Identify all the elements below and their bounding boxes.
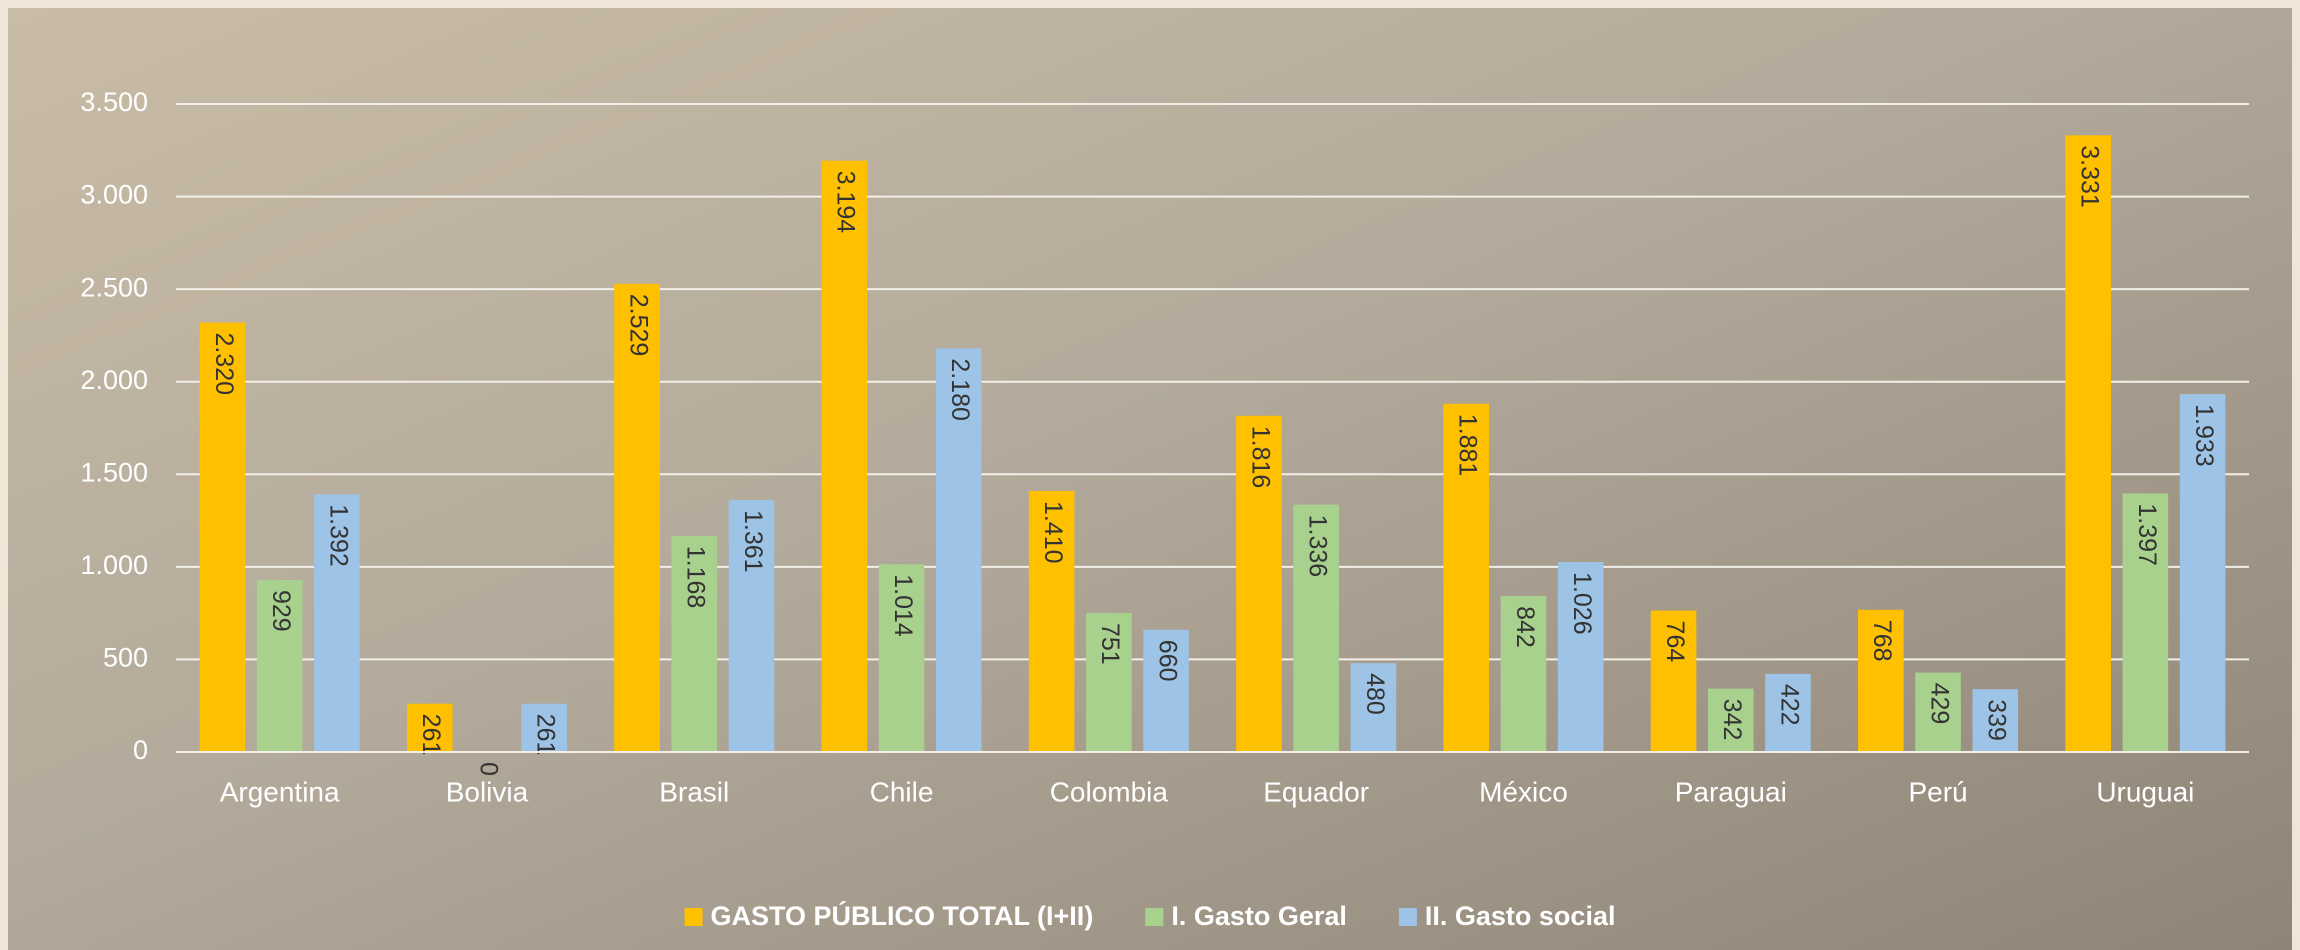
value-label: 1.816 <box>1246 426 1274 489</box>
value-label: 1.014 <box>889 574 917 637</box>
y-tick-label: 3.500 <box>80 87 148 117</box>
x-tick-label: Chile <box>870 776 934 807</box>
value-label: 929 <box>267 590 295 632</box>
y-tick-label: 1.000 <box>80 550 148 580</box>
x-tick-label: Argentina <box>220 776 340 807</box>
value-label: 1.361 <box>739 510 767 573</box>
legend-label: I. Gasto Geral <box>1171 901 1347 931</box>
value-label: 339 <box>1983 699 2011 741</box>
value-label: 842 <box>1511 606 1539 648</box>
legend-swatch <box>1399 908 1417 926</box>
value-label: 660 <box>1153 640 1181 682</box>
page: 0 500 1.000 1.500 2.000 2.500 3.000 3.500 Argent… <box>0 0 2300 950</box>
value-label: 1.933 <box>2190 404 2218 467</box>
legend-swatch <box>1145 908 1163 926</box>
value-label: 1.336 <box>1304 515 1332 578</box>
y-tick-label: 1.500 <box>80 457 148 487</box>
y-tick-label: 3.000 <box>80 180 148 210</box>
x-tick-label: Uruguai <box>2096 776 2194 807</box>
x-tick-label: Paraguai <box>1675 776 1787 807</box>
value-label: 3.194 <box>832 171 860 234</box>
value-label: 261 <box>417 714 445 756</box>
value-label: 1.168 <box>682 546 710 609</box>
x-tick-label: Equador <box>1263 776 1369 807</box>
plot-background <box>8 8 2292 950</box>
bar <box>2065 135 2111 752</box>
legend-label: GASTO PÚBLICO TOTAL (I+II) <box>711 900 1094 931</box>
chart: 0 500 1.000 1.500 2.000 2.500 3.000 3.500 Argent… <box>0 0 2300 950</box>
y-tick-label: 500 <box>103 643 148 673</box>
x-tick-label: Colombia <box>1050 776 1169 807</box>
value-label: 342 <box>1718 699 1746 741</box>
y-tick-label: 0 <box>133 735 148 765</box>
y-tick-label: 2.500 <box>80 272 148 302</box>
value-label: 2.320 <box>210 332 238 395</box>
value-label: 261 <box>532 714 560 756</box>
value-label: 422 <box>1775 684 1803 726</box>
value-label: 2.529 <box>624 294 652 357</box>
legend-swatch <box>685 908 703 926</box>
value-label: 768 <box>1868 620 1896 662</box>
value-label: 429 <box>1925 683 1953 725</box>
value-label: 1.410 <box>1039 501 1067 564</box>
value-label: 764 <box>1661 621 1689 663</box>
value-label: 751 <box>1096 623 1124 665</box>
value-label: 1.392 <box>324 504 352 567</box>
value-label: 1.026 <box>1568 572 1596 635</box>
x-tick-label: Bolivia <box>446 776 529 807</box>
x-tick-label: Perú <box>1908 776 1967 807</box>
value-label: 2.180 <box>946 358 974 421</box>
value-label: 0 <box>474 762 502 776</box>
value-label: 1.881 <box>1454 414 1482 477</box>
value-label: 3.331 <box>2076 145 2104 208</box>
value-label: 480 <box>1361 673 1389 715</box>
x-tick-label: Brasil <box>659 776 729 807</box>
legend-label: II. Gasto social <box>1425 901 1616 931</box>
value-label: 1.397 <box>2133 503 2161 566</box>
y-tick-label: 2.000 <box>80 365 148 395</box>
bar <box>822 161 868 752</box>
x-tick-label: México <box>1479 776 1568 807</box>
